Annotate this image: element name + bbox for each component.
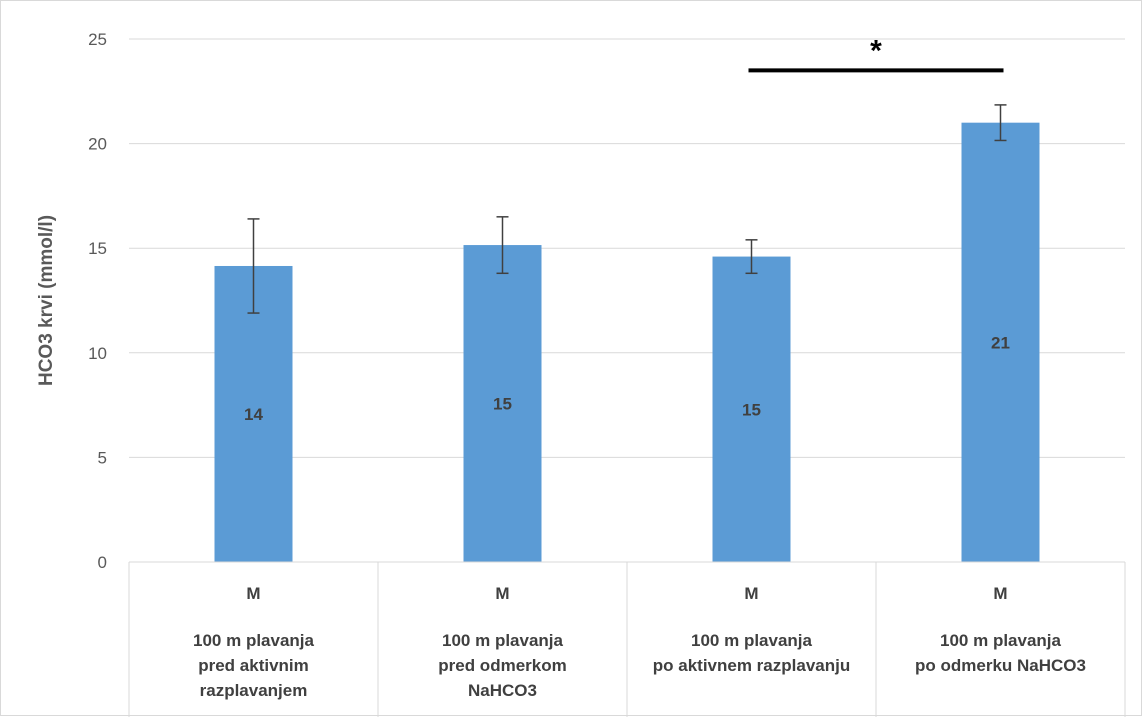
bar	[214, 265, 293, 562]
y-tick-label: 0	[98, 553, 107, 572]
y-tick-label: 15	[88, 239, 107, 258]
category-label-level2: 100 m plavanja	[940, 631, 1062, 650]
labels: 0 5 10 15 20 25 14 M 100 m plavanja pred aktivnim…	[88, 30, 1086, 700]
axes	[128, 68, 1126, 717]
data-label: 21	[991, 333, 1010, 352]
bar	[961, 122, 1040, 563]
y-tick-label: 25	[88, 30, 107, 49]
y-axis-label: HCO3 krvi (mmol/l)	[36, 215, 57, 386]
category-label-level1: M	[495, 584, 509, 603]
y-tick-label: 10	[88, 344, 107, 363]
bars	[214, 122, 1040, 563]
gridlines	[129, 38, 1125, 458]
significance-marker: *	[870, 34, 882, 67]
category-label-level2: 100 m plavanja	[193, 631, 315, 650]
category-label-level2: 100 m plavanja	[691, 631, 813, 650]
category-label-level2: po aktivnem razplavanju	[653, 656, 850, 675]
data-label: 14	[244, 405, 263, 424]
category-label-level2: pred odmerkom	[438, 656, 566, 675]
category-label-level2: 100 m plavanja	[442, 631, 564, 650]
bar	[712, 256, 791, 562]
category-label-level1: M	[993, 584, 1007, 603]
category-label-level2: NaHCO3	[468, 681, 537, 700]
category-label-level2: po odmerku NaHCO3	[915, 656, 1086, 675]
bar	[463, 245, 542, 562]
category-label-level1: M	[246, 584, 260, 603]
category-label-level1: M	[744, 584, 758, 603]
y-tick-label: 5	[98, 448, 107, 467]
y-tick-label: 20	[88, 135, 107, 154]
data-label: 15	[493, 395, 512, 414]
error-bars	[247, 104, 1007, 314]
category-label-level2: razplavanjem	[200, 681, 308, 700]
data-label: 15	[742, 400, 761, 419]
category-label-level2: pred aktivnim	[198, 656, 309, 675]
